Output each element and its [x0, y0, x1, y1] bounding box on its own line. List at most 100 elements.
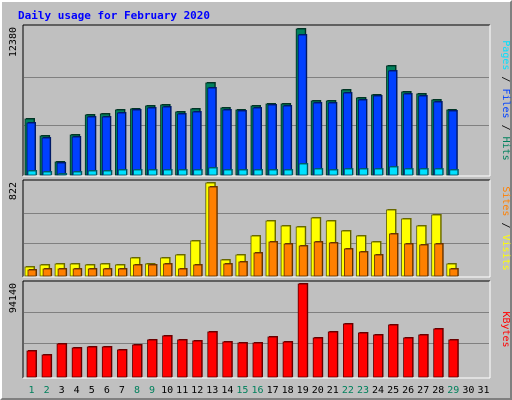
- bar-sites-day-18: [283, 243, 294, 277]
- bar-files-day-5: [86, 116, 97, 176]
- bar-face: [178, 268, 188, 277]
- bar-face: [86, 346, 97, 378]
- bar-kbytes-day-28: [433, 328, 444, 378]
- bar-face: [87, 268, 97, 277]
- bar-pages-day-23: [358, 168, 369, 176]
- bar-face: [223, 263, 233, 277]
- bar-face: [162, 335, 173, 378]
- bar-face: [72, 171, 82, 176]
- bar-files-day-22: [342, 92, 353, 176]
- y-max-label-hits: 12380: [8, 27, 19, 57]
- bar-kbytes-day-26: [403, 337, 414, 378]
- bar-files-day-25: [388, 70, 398, 176]
- bar-sites-day-13: [208, 186, 218, 277]
- bar-sites-day-24: [374, 254, 384, 277]
- bar-kbytes-day-4: [71, 347, 83, 378]
- bar-face: [87, 170, 97, 176]
- bar-face: [448, 339, 459, 378]
- bar-sites-day-14: [223, 263, 233, 277]
- bar-face: [358, 251, 368, 277]
- bar-face: [222, 341, 233, 378]
- bar-face: [312, 337, 323, 378]
- bar-files-day-24: [373, 95, 383, 176]
- bar-face: [327, 102, 337, 176]
- bar-sites-day-17: [268, 241, 278, 277]
- bar-pages-day-6: [102, 170, 113, 176]
- bar-pages-day-19: [298, 163, 309, 176]
- bar-pages-day-7: [118, 169, 128, 176]
- bar-files-day-27: [418, 95, 428, 176]
- x-tick-label-day-7: 7: [119, 385, 125, 396]
- bar-face: [268, 241, 278, 277]
- bar-face: [313, 241, 323, 277]
- bar-kbytes-day-6: [101, 346, 113, 378]
- bar-sites-day-29: [449, 268, 459, 277]
- chart-title: Daily usage for February 2020: [18, 9, 210, 22]
- bar-pages-day-27: [419, 168, 429, 176]
- bar-files-day-18: [282, 105, 293, 176]
- bar-sites-day-9: [148, 264, 158, 277]
- bar-face: [418, 334, 429, 378]
- bar-face: [389, 166, 398, 176]
- bar-face: [373, 334, 383, 378]
- bar-sites-day-11: [178, 268, 188, 277]
- bar-kbytes-day-3: [56, 343, 68, 378]
- x-tick-label-day-1: 1: [28, 385, 34, 396]
- bar-face: [86, 116, 96, 176]
- bar-pages-day-5: [87, 170, 98, 176]
- bar-face: [342, 92, 352, 176]
- bar-kbytes-day-10: [162, 335, 173, 378]
- bar-face: [163, 169, 173, 176]
- bar-kbytes-day-17: [267, 336, 278, 378]
- bar-kbytes-day-27: [418, 334, 429, 378]
- bar-pages-day-28: [434, 168, 444, 176]
- bar-pages-day-4: [72, 171, 83, 176]
- bar-pages-day-26: [404, 168, 414, 176]
- bar-pages-day-1: [27, 170, 37, 176]
- bar-face: [133, 264, 142, 277]
- legend-kbytes: KBytes: [500, 311, 511, 347]
- panel-hits: 12380 Pages / Files / Hits: [8, 24, 511, 177]
- x-tick-label-day-31: 31: [477, 385, 489, 396]
- bar-face: [41, 354, 52, 378]
- x-tick-label-day-14: 14: [221, 385, 233, 396]
- bar-kbytes-day-1: [26, 350, 37, 378]
- bar-files-day-26: [403, 93, 413, 176]
- bar-face: [373, 95, 382, 176]
- bar-face: [57, 173, 67, 176]
- bar-files-day-19: [297, 34, 308, 176]
- bar-sites-day-6: [102, 268, 113, 277]
- bar-kbytes-day-19: [297, 283, 309, 378]
- bar-face: [403, 337, 414, 378]
- y-max-label-visits: 822: [8, 182, 19, 200]
- bar-pages-day-15: [238, 169, 248, 176]
- bar-face: [223, 169, 233, 176]
- bar-face: [328, 169, 338, 176]
- bar-face: [118, 268, 127, 277]
- bar-sites-day-22: [343, 248, 354, 277]
- bar-kbytes-day-20: [312, 337, 324, 378]
- bar-face: [404, 243, 414, 277]
- bar-pages-day-25: [389, 166, 399, 176]
- x-tick-label-day-28: 28: [432, 385, 444, 396]
- x-tick-label-day-4: 4: [74, 385, 80, 396]
- bar-sites-day-23: [358, 251, 369, 277]
- x-tick-label-day-26: 26: [402, 385, 414, 396]
- bar-face: [193, 264, 203, 277]
- bar-files-day-11: [177, 113, 187, 176]
- x-tick-label-day-18: 18: [282, 385, 294, 396]
- legend-sites: Sites: [500, 186, 511, 216]
- bar-files-day-9: [147, 107, 157, 176]
- bar-kbytes-day-24: [373, 334, 384, 378]
- bar-files-day-6: [101, 116, 112, 176]
- x-tick-label-day-24: 24: [372, 385, 384, 396]
- bar-face: [404, 168, 414, 176]
- x-tick-label-day-2: 2: [44, 385, 50, 396]
- bar-face: [163, 263, 173, 277]
- bar-sites-day-21: [328, 242, 339, 277]
- bar-files-day-17: [267, 104, 277, 176]
- bar-sites-day-16: [253, 252, 263, 277]
- bar-face: [71, 136, 81, 176]
- panel-kbytes: 94140 KBytes: [8, 280, 511, 379]
- bar-face: [117, 349, 127, 378]
